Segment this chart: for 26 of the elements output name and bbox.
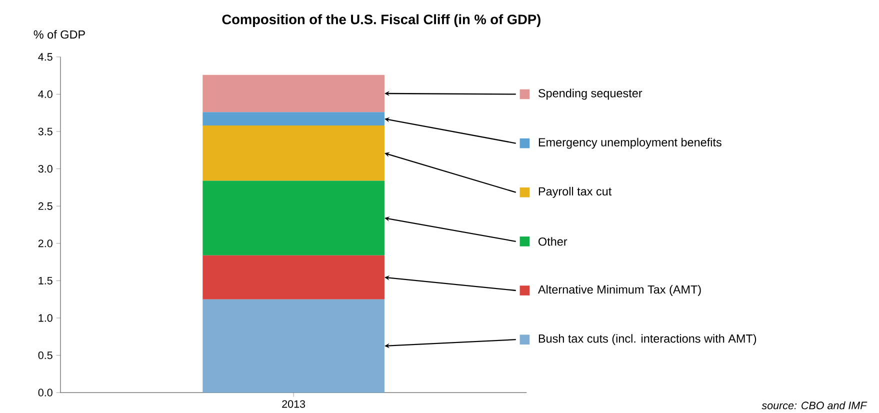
y-tick-label: 4.5 (38, 53, 52, 61)
y-tick-label: 1.0 (38, 314, 52, 322)
y-tick-label: 4.0 (38, 90, 52, 98)
legend-label: Payroll tax cut (538, 186, 612, 198)
y-tick-label: 2.0 (38, 240, 52, 248)
bar (202, 112, 384, 126)
bar (202, 180, 384, 256)
legend-label: Alternative Minimum Tax (AMT) (538, 284, 701, 296)
legend-label: Emergency unemployment benefits (538, 138, 722, 149)
y-tick-label: 0.0 (38, 388, 52, 396)
legend-label: Bush tax cuts (incl. interactions with AMT) (538, 334, 756, 345)
y-tick-label: 1.5 (38, 276, 52, 284)
bar (202, 125, 384, 181)
chart-title: Composition of the U.S. Fiscal Cliff (in % of GDP) (222, 14, 540, 27)
y-tick-label: 0.5 (38, 351, 52, 359)
y-tick-label: 3.0 (38, 164, 52, 173)
bar (202, 299, 384, 392)
y-tick-label: 3.5 (38, 128, 52, 136)
source-note: source: CBO and IMF (762, 401, 868, 410)
bar (202, 255, 384, 300)
y-tick-label: 2.5 (38, 202, 52, 210)
x-tick-label: 2013 (282, 400, 306, 408)
bar (202, 74, 384, 112)
y-axis-title: % of GDP (34, 30, 85, 39)
legend-label: Spending sequester (538, 88, 642, 100)
legend-label: Other (538, 237, 568, 246)
